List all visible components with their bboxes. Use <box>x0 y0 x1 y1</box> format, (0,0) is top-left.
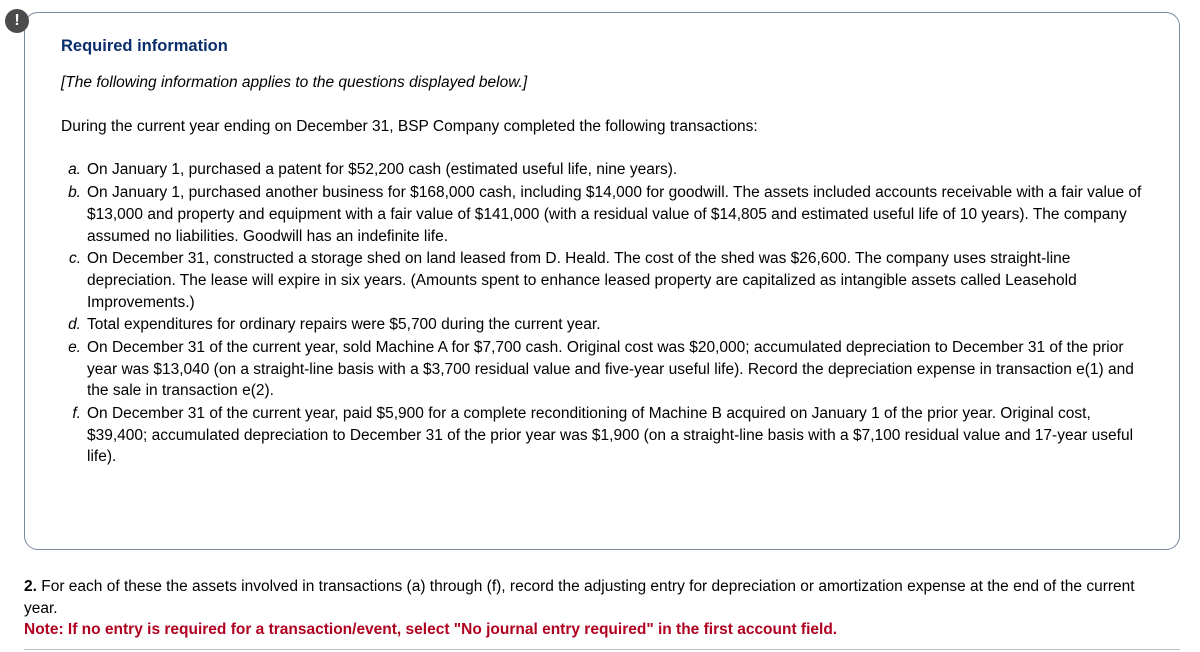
list-item: e. On December 31 of the current year, s… <box>65 337 1147 402</box>
item-marker: c. <box>65 248 87 313</box>
transaction-list: a. On January 1, purchased a patent for … <box>61 159 1147 468</box>
item-text: Total expenditures for ordinary repairs … <box>87 314 1147 336</box>
question-body: For each of these the assets involved in… <box>24 578 1135 617</box>
question-line: 2. For each of these the assets involved… <box>24 576 1160 619</box>
info-panel: Required information [The following info… <box>24 12 1180 550</box>
item-marker: f. <box>65 403 87 468</box>
required-info-title: Required information <box>61 35 1147 58</box>
question-number: 2. <box>24 578 37 595</box>
item-marker: e. <box>65 337 87 402</box>
item-text: On December 31 of the current year, paid… <box>87 403 1147 468</box>
item-text: On January 1, purchased another business… <box>87 182 1147 247</box>
intro-note: [The following information applies to th… <box>61 72 1147 94</box>
list-item: c. On December 31, constructed a storage… <box>65 248 1147 313</box>
item-text: On December 31, constructed a storage sh… <box>87 248 1147 313</box>
question-note: Note: If no entry is required for a tran… <box>24 619 1160 641</box>
list-item: d. Total expenditures for ordinary repai… <box>65 314 1147 336</box>
list-item: a. On January 1, purchased a patent for … <box>65 159 1147 181</box>
item-marker: d. <box>65 314 87 336</box>
list-item: f. On December 31 of the current year, p… <box>65 403 1147 468</box>
alert-icon: ! <box>5 9 29 33</box>
item-text: On December 31 of the current year, sold… <box>87 337 1147 402</box>
item-marker: a. <box>65 159 87 181</box>
item-text: On January 1, purchased a patent for $52… <box>87 159 1147 181</box>
question-block: 2. For each of these the assets involved… <box>24 576 1180 650</box>
list-item: b. On January 1, purchased another busin… <box>65 182 1147 247</box>
alert-glyph: ! <box>14 10 19 32</box>
scenario-intro: During the current year ending on Decemb… <box>61 116 1147 138</box>
content-wrapper: ! Required information [The following in… <box>8 12 1180 650</box>
item-marker: b. <box>65 182 87 247</box>
